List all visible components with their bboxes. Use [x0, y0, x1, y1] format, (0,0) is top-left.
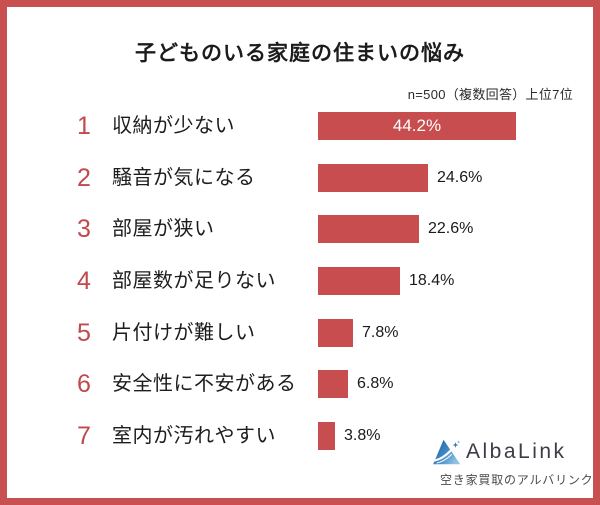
value-label: 44.2%: [392, 116, 442, 135]
value-label: 6.8%: [357, 375, 394, 392]
albalink-logo: AlbaLink 空き家買取のアルバリンク: [433, 438, 593, 490]
rank-number: 5: [77, 319, 91, 347]
category-label: 騒音が気になる: [112, 167, 256, 189]
chart-row: 6 安全性に不安がある 6.8%: [0, 370, 600, 398]
value-label: 18.4%: [409, 272, 455, 289]
bar: [318, 267, 400, 295]
albalink-brand-text: AlbaLink: [466, 440, 567, 463]
rank-number: 4: [77, 267, 91, 295]
category-label: 片付けが難しい: [112, 322, 256, 344]
bar: [318, 319, 353, 347]
value-label: 7.8%: [362, 324, 399, 341]
rank-number: 3: [77, 215, 91, 243]
category-label: 室内が汚れやすい: [112, 425, 276, 447]
rank-number: 2: [77, 164, 91, 192]
rank-number: 7: [77, 422, 91, 450]
albalink-tagline: 空き家買取のアルバリンク: [440, 473, 594, 487]
mountain-triangle-logo-icon: [433, 439, 461, 465]
chart-title: 子どものいる家庭の住まいの悩み: [135, 42, 465, 65]
chart-row: 3 部屋が狭い 22.6%: [0, 215, 600, 243]
chart-row: 2 騒音が気になる 24.6%: [0, 164, 600, 192]
category-label: 安全性に不安がある: [112, 373, 297, 395]
value-label: 24.6%: [437, 169, 483, 186]
category-label: 収納が少ない: [112, 115, 235, 137]
value-label: 3.8%: [344, 427, 381, 444]
bar: [318, 370, 348, 398]
bar: [318, 112, 516, 140]
chart-row: 4 部屋数が足りない 18.4%: [0, 267, 600, 295]
chart-row: 1 収納が少ない 44.2%: [0, 112, 600, 140]
chart-row: 5 片付けが難しい 7.8%: [0, 319, 600, 347]
rank-number: 6: [77, 370, 91, 398]
bar: [318, 215, 419, 243]
category-label: 部屋が狭い: [112, 218, 215, 240]
value-label: 22.6%: [428, 220, 474, 237]
rank-number: 1: [77, 112, 91, 140]
chart-row: 7 室内が汚れやすい 3.8%: [0, 422, 600, 450]
bar: [318, 164, 428, 192]
bar: [318, 422, 335, 450]
sample-size-note: n=500（複数回答）上位7位: [407, 87, 573, 102]
category-label: 部屋数が足りない: [112, 270, 276, 292]
